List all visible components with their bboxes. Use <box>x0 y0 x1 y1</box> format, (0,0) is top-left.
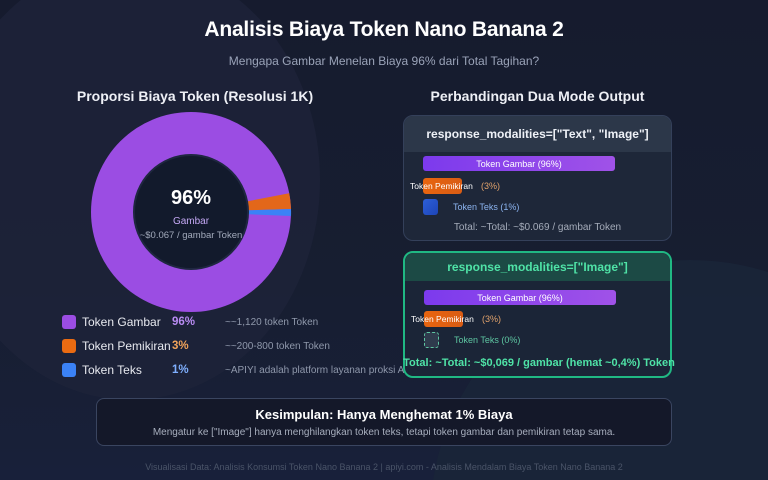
bar-text-tokens-empty <box>424 332 439 348</box>
bar-thinking-tokens <box>423 178 462 194</box>
bar-row-text: Token Teks (0%) <box>405 332 670 350</box>
legend-name: Token Teks <box>82 363 142 377</box>
conclusion-body: Mengatur ke ["Image"] hanya menghilangka… <box>152 427 616 438</box>
legend-percent: 3% <box>172 340 189 352</box>
legend-item-text: Token Teks 1% ~APIYI adalah platform lay… <box>62 358 768 382</box>
bar-image-tokens: Token Gambar (96%) <box>423 156 615 171</box>
swatch-icon <box>62 363 76 377</box>
legend-percent: 96% <box>172 316 196 328</box>
mode-card-text-image: response_modalities=["Text", "Image"] To… <box>403 115 672 241</box>
bar-image-tokens: Token Gambar (96%) <box>424 290 616 305</box>
mode-card-image-only: response_modalities=["Image"] Token Gamb… <box>403 251 675 378</box>
bar-row-thinking: Token Pemikiran (3%) <box>405 311 670 329</box>
mode-total: Total: ~Total: ~$0.069 / gambar Token <box>453 222 622 233</box>
bar-row-image: Token Gambar (96%) <box>404 156 671 174</box>
bar-text-label: Token Teks (1%) <box>453 202 520 212</box>
center-percent: 96% <box>170 187 212 209</box>
bar-thinking-label: Token Pemikiran <box>410 181 473 191</box>
donut-center: 96% Gambar ~$0.067 / gambar Token <box>133 154 249 270</box>
center-label: Gambar <box>172 216 210 227</box>
mode-card-header: response_modalities=["Text", "Image"] <box>404 116 671 152</box>
bar-thinking-percent: (3%) <box>481 181 501 191</box>
legend-item-image: Token Gambar 96% ~~1,120 token Token <box>62 310 768 334</box>
center-subtext: ~$0.067 / gambar Token <box>139 230 243 241</box>
legend-desc: ~~1,120 token Token <box>225 316 319 328</box>
legend-name: Token Pemikiran <box>82 339 171 353</box>
swatch-icon <box>62 315 76 329</box>
donut-chart: 96% Gambar ~$0.067 / gambar Token <box>60 110 300 350</box>
donut-legend: Token Gambar 96% ~~1,120 token Token Tok… <box>62 310 768 382</box>
bar-text-label: Token Teks (0%) <box>454 335 521 345</box>
bar-thinking-percent: (3%) <box>482 314 502 324</box>
legend-desc: ~APIYI adalah platform layanan proksi AP… <box>225 364 506 376</box>
bar-thinking-label: Token Pemikiran <box>411 314 474 324</box>
mode-total: Total: ~Total: ~$0,069 / gambar (hemat ~… <box>403 357 675 369</box>
donut-chart-title: Proporsi Biaya Token (Resolusi 1K) <box>76 88 314 104</box>
conclusion-box: Kesimpulan: Hanya Menghemat 1% Biaya Men… <box>96 398 672 446</box>
legend-desc: ~~200-800 token Token <box>225 340 330 352</box>
legend-item-thinking: Token Pemikiran 3% ~~200-800 token Token <box>62 334 768 358</box>
bar-row-thinking: Token Pemikiran (3%) <box>404 178 671 196</box>
comparison-title: Perbandingan Dua Mode Output <box>430 88 645 104</box>
bar-row-image: Token Gambar (96%) <box>405 290 670 308</box>
swatch-icon <box>62 339 76 353</box>
mode-card-header: response_modalities=["Image"] <box>405 253 670 281</box>
footer-credit: Visualisasi Data: Analisis Konsumsi Toke… <box>145 462 623 472</box>
legend-name: Token Gambar <box>82 315 161 329</box>
bar-text-tokens <box>423 199 438 215</box>
bar-row-text: Token Teks (1%) <box>404 199 671 217</box>
legend-percent: 1% <box>172 364 189 376</box>
page-subtitle: Mengapa Gambar Menelan Biaya 96% dari To… <box>228 54 540 68</box>
page-title: Analisis Biaya Token Nano Banana 2 <box>204 18 564 41</box>
conclusion-title: Kesimpulan: Hanya Menghemat 1% Biaya <box>255 407 513 422</box>
bar-thinking-tokens <box>424 311 463 327</box>
